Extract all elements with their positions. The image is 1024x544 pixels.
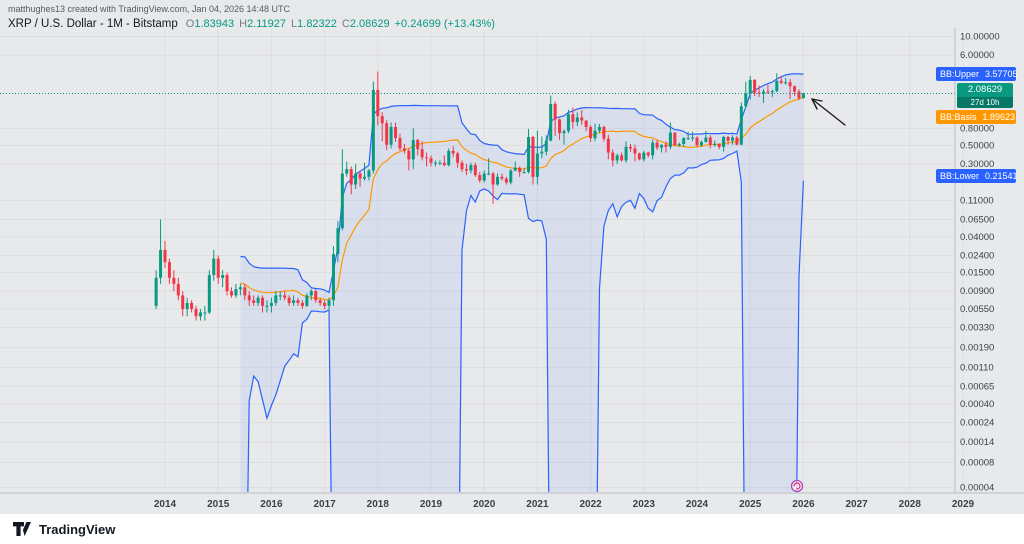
price-axis-label: 0.00110 <box>960 362 994 373</box>
bb-basis-badge-value: 1.89623 <box>982 111 1016 122</box>
time-axis[interactable]: 2014 2015 2016 2017 2018 2019 2020 2021 2022 2023… <box>154 499 975 510</box>
price-axis-label: 0.01500 <box>960 268 994 279</box>
time-axis-label: 2015 <box>207 499 230 510</box>
open-label: O <box>185 18 195 30</box>
last-price-badge: 2.08629 27d 10h <box>957 82 1013 108</box>
price-axis-label: 0.00014 <box>960 437 994 448</box>
price-axis-label: 0.06500 <box>960 214 994 225</box>
time-axis-label: 2021 <box>526 499 549 510</box>
last-price-value: 2.08629 <box>967 83 1003 95</box>
bb-lower-badge-value: 0.21541 <box>985 170 1018 181</box>
time-axis-label: 2022 <box>579 499 602 510</box>
price-axis-label: 0.00550 <box>960 304 994 315</box>
time-axis-label: 2026 <box>792 499 815 510</box>
chart-header: XRP / U.S. Dollar - 1M - Bitstamp O1.839… <box>8 18 495 30</box>
price-axis-label: 0.00190 <box>960 343 994 354</box>
price-axis-label: 0.00065 <box>960 381 994 392</box>
price-axis-label: 0.00330 <box>960 323 994 334</box>
price-axis-label: 0.00040 <box>960 399 994 410</box>
bb-upper-badge-label: BB:Upper <box>940 68 980 79</box>
time-axis-label: 2014 <box>154 499 177 510</box>
price-axis-label: 0.30000 <box>960 159 994 170</box>
arrow-annotation[interactable] <box>811 98 846 126</box>
bb-basis-badge-label: BB:Basis <box>940 111 977 122</box>
price-axis-label: 6.00000 <box>960 50 994 61</box>
price-axis-label: 0.02400 <box>960 251 994 262</box>
bb-upper-price-badge: BB:Upper 3.57705 <box>936 66 1018 81</box>
time-axis-label: 2029 <box>952 499 975 510</box>
attribution-text: matthughes13 created with TradingView.co… <box>8 4 291 14</box>
bb-basis-price-badge: BB:Basis 1.89623 <box>936 109 1016 124</box>
price-axis-label: 0.80000 <box>960 123 994 134</box>
time-axis-label: 2025 <box>739 499 762 510</box>
candles <box>154 71 805 321</box>
tradingview-brand-text[interactable]: TradingView <box>39 521 116 537</box>
time-axis-label: 2028 <box>899 499 922 510</box>
footer-bar: TradingView <box>0 514 1024 544</box>
time-axis-label: 2024 <box>686 499 709 510</box>
time-axis-label: 2023 <box>633 499 656 510</box>
close-label: C <box>341 18 350 30</box>
low-label: L <box>291 18 298 30</box>
sticker-icon[interactable] <box>790 479 804 493</box>
tradingview-logo-icon[interactable] <box>12 521 32 537</box>
high-label: H <box>239 18 248 30</box>
change-value: +0.24699 (+13.43%) <box>394 18 495 30</box>
price-axis-label: 0.04000 <box>960 232 994 243</box>
price-axis-label: 10.00000 <box>960 32 1000 43</box>
bb-upper-badge-value: 3.57705 <box>985 68 1018 79</box>
price-axis-label: 0.11000 <box>960 195 994 206</box>
price-axis-label: 0.50000 <box>960 140 994 151</box>
price-axis-label: 0.00004 <box>960 483 994 494</box>
low-value: 1.82322 <box>297 18 337 30</box>
price-axis-label: 0.00008 <box>960 458 994 469</box>
high-value: 2.11927 <box>247 18 287 30</box>
time-axis-label: 2019 <box>420 499 443 510</box>
ohlc-values: O1.83943 H2.11927 L1.82322 C2.08629 +0.2… <box>186 18 495 30</box>
time-axis-label: 2027 <box>845 499 868 510</box>
time-axis-label: 2020 <box>473 499 496 510</box>
gridlines <box>0 30 964 492</box>
price-axis[interactable]: 10.00000 6.00000 0.80000 0.50000 0.30000 0.11… <box>960 32 1000 494</box>
close-value: 2.08629 <box>349 18 390 30</box>
symbol-title[interactable]: XRP / U.S. Dollar - 1M - Bitstamp <box>8 18 178 30</box>
time-axis-label: 2017 <box>313 499 336 510</box>
open-value: 1.83943 <box>194 18 235 30</box>
bar-countdown: 27d 10h <box>957 96 1013 108</box>
price-axis-label: 0.00900 <box>960 286 994 297</box>
time-axis-label: 2016 <box>260 499 283 510</box>
time-axis-label: 2018 <box>367 499 390 510</box>
price-axis-label: 0.00024 <box>960 418 994 429</box>
bb-lower-price-badge: BB:Lower 0.21541 <box>936 168 1018 183</box>
bb-lower-badge-label: BB:Lower <box>940 170 980 181</box>
